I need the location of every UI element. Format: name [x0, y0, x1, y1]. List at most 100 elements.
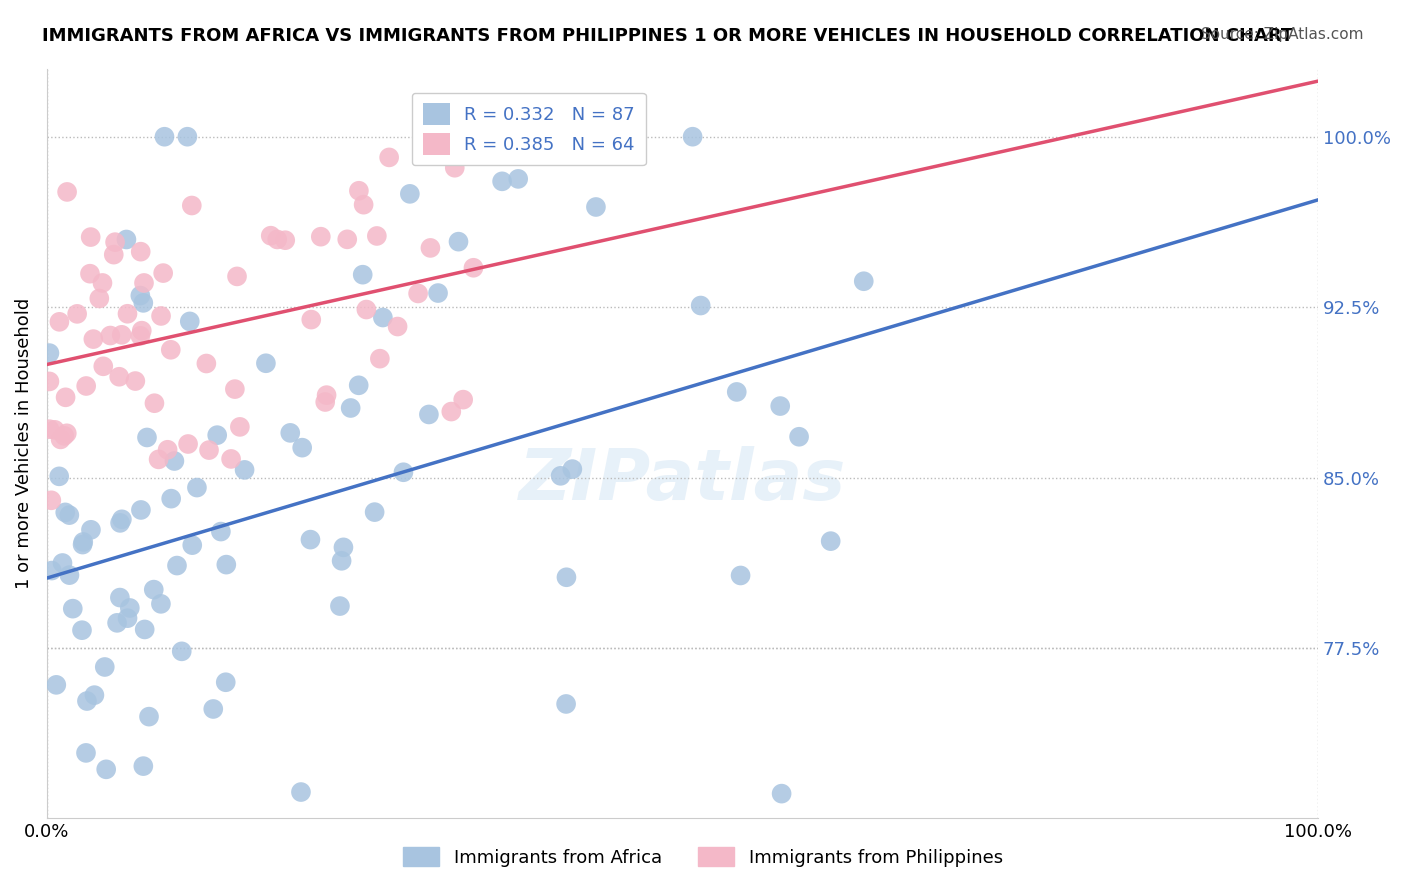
Point — [56, 185, 79, 199]
Point — [356, 302, 378, 317]
Point — [330, 554, 353, 568]
Point — [347, 378, 370, 392]
Text: Source: ZipAtlas.com: Source: ZipAtlas.com — [1201, 27, 1364, 42]
Point — [419, 241, 441, 255]
Point — [769, 399, 792, 413]
Point — [148, 452, 170, 467]
Point — [96, 762, 118, 776]
Point — [136, 430, 159, 444]
Point — [224, 382, 246, 396]
Point — [56, 426, 79, 441]
Point — [315, 388, 337, 402]
Point — [156, 442, 179, 457]
Point — [38, 422, 60, 436]
Point — [689, 299, 711, 313]
Point — [48, 315, 70, 329]
Point — [820, 534, 842, 549]
Point — [329, 599, 352, 613]
Point — [108, 369, 131, 384]
Point — [143, 396, 166, 410]
Point — [725, 384, 748, 399]
Point — [508, 172, 530, 186]
Point — [392, 465, 415, 479]
Point — [51, 556, 73, 570]
Point — [153, 129, 176, 144]
Point — [368, 351, 391, 366]
Point — [209, 524, 232, 539]
Point — [219, 452, 242, 467]
Point — [38, 375, 60, 389]
Point — [770, 787, 793, 801]
Legend: Immigrants from Africa, Immigrants from Philippines: Immigrants from Africa, Immigrants from … — [396, 840, 1010, 874]
Point — [72, 535, 94, 549]
Point — [366, 229, 388, 244]
Point — [339, 401, 361, 415]
Legend: R = 0.332   N = 87, R = 0.385   N = 64: R = 0.332 N = 87, R = 0.385 N = 64 — [412, 93, 645, 166]
Point — [555, 570, 578, 584]
Point — [79, 230, 101, 244]
Point — [66, 307, 89, 321]
Point — [299, 533, 322, 547]
Point — [150, 309, 173, 323]
Point — [399, 186, 422, 201]
Point — [118, 601, 141, 615]
Point — [98, 328, 121, 343]
Point — [41, 564, 63, 578]
Point — [179, 314, 201, 328]
Point — [463, 260, 485, 275]
Point — [309, 229, 332, 244]
Point — [117, 611, 139, 625]
Point — [62, 601, 84, 615]
Point — [491, 174, 513, 188]
Point — [124, 374, 146, 388]
Point — [45, 823, 67, 838]
Point — [55, 857, 77, 871]
Point — [129, 503, 152, 517]
Point — [38, 831, 60, 846]
Point — [226, 269, 249, 284]
Point — [82, 332, 104, 346]
Point — [163, 454, 186, 468]
Point — [142, 582, 165, 597]
Point — [132, 276, 155, 290]
Point — [132, 296, 155, 310]
Point — [131, 324, 153, 338]
Point — [274, 233, 297, 247]
Point — [159, 343, 181, 357]
Point — [215, 558, 238, 572]
Point — [55, 390, 77, 404]
Point — [550, 468, 572, 483]
Point — [682, 129, 704, 144]
Point — [129, 288, 152, 302]
Point — [176, 129, 198, 144]
Point — [198, 443, 221, 458]
Point — [290, 785, 312, 799]
Point — [91, 276, 114, 290]
Point — [58, 568, 80, 582]
Point — [149, 597, 172, 611]
Point — [233, 463, 256, 477]
Point — [332, 541, 354, 555]
Point — [111, 327, 134, 342]
Point — [347, 184, 370, 198]
Point — [75, 379, 97, 393]
Point — [83, 688, 105, 702]
Point — [53, 429, 76, 443]
Point — [80, 523, 103, 537]
Point — [314, 395, 336, 409]
Point — [108, 591, 131, 605]
Point — [48, 469, 70, 483]
Point — [291, 441, 314, 455]
Text: ZIPatlas: ZIPatlas — [519, 447, 846, 516]
Point — [41, 493, 63, 508]
Point — [352, 268, 374, 282]
Point — [89, 292, 111, 306]
Point — [79, 267, 101, 281]
Point — [215, 675, 238, 690]
Point — [177, 437, 200, 451]
Point — [254, 356, 277, 370]
Point — [427, 286, 450, 301]
Point — [75, 746, 97, 760]
Point — [205, 428, 228, 442]
Point — [170, 644, 193, 658]
